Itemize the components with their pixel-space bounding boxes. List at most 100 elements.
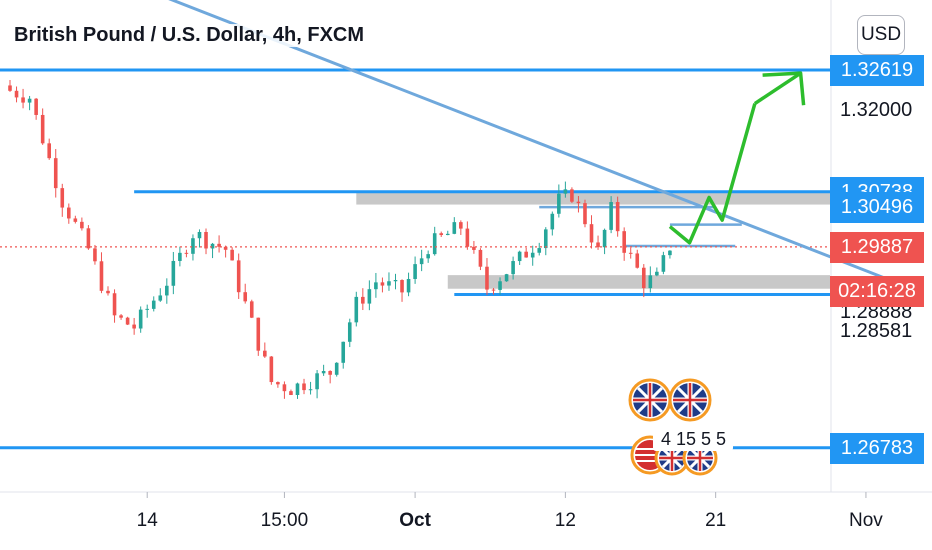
candle-body xyxy=(197,231,202,239)
candle-body xyxy=(112,293,117,316)
chart-title: British Pound / U.S. Dollar, 4h, FXCM xyxy=(12,24,367,47)
candle-body xyxy=(282,384,287,392)
candle-body xyxy=(191,238,195,254)
candle-body xyxy=(67,207,71,219)
candle-body xyxy=(524,251,528,258)
candle-body xyxy=(321,371,326,374)
time-axis-label: Nov xyxy=(849,510,883,531)
candle-body xyxy=(341,341,346,363)
candle-body xyxy=(236,260,241,293)
candle-body xyxy=(328,371,332,375)
candle-body xyxy=(648,275,653,289)
candle-body xyxy=(439,233,444,236)
price-level-label[interactable]: 1.32619 xyxy=(830,54,924,86)
candle-body xyxy=(478,249,483,267)
candle-body xyxy=(158,295,163,301)
candle-body xyxy=(93,248,97,262)
candle-body xyxy=(53,158,58,189)
candle-body xyxy=(655,271,659,276)
currency-button[interactable]: USD xyxy=(857,15,905,55)
candle-body xyxy=(387,281,391,286)
price-level-label[interactable]: 1.26783 xyxy=(830,432,924,464)
candle-body xyxy=(550,213,555,230)
candle-body xyxy=(295,383,300,396)
price-level-label[interactable]: 1.29887 xyxy=(830,231,924,263)
event-count-badge xyxy=(653,425,733,451)
event-count: 15 xyxy=(676,429,696,449)
candle-body xyxy=(347,322,352,342)
candle-body xyxy=(263,350,267,357)
candle-body xyxy=(302,383,306,391)
candle-body xyxy=(374,282,378,290)
bar-countdown-label[interactable]: 02:16:28 xyxy=(830,276,924,308)
price-axis-tick: 1.32000 xyxy=(840,99,913,122)
candle-body xyxy=(661,255,666,272)
candle-body xyxy=(315,373,319,390)
time-ticks xyxy=(146,492,867,498)
candle-body xyxy=(615,202,620,232)
candle-body xyxy=(413,264,417,279)
candle-body xyxy=(230,249,234,261)
candle-body xyxy=(27,98,32,103)
candle-body xyxy=(635,253,640,268)
candle-body xyxy=(393,280,398,282)
candle-body xyxy=(472,246,476,250)
candle-body xyxy=(589,224,594,243)
candle-body xyxy=(628,252,633,254)
time-axis-label: 14 xyxy=(136,510,158,531)
candle-body xyxy=(178,252,182,261)
candle-body xyxy=(583,203,587,225)
candle-body xyxy=(668,250,672,256)
candle-body xyxy=(47,143,51,159)
price-level-label[interactable]: 1.30496 xyxy=(830,192,924,224)
candle-body xyxy=(165,285,169,296)
time-axis-label: Oct xyxy=(399,510,431,531)
candle-body xyxy=(380,282,385,286)
candle-body xyxy=(86,228,91,249)
candle-body xyxy=(269,356,274,383)
event-count: 5 xyxy=(701,429,711,449)
candle-body xyxy=(511,261,515,275)
candle-body xyxy=(171,260,176,286)
candle-body xyxy=(34,98,38,115)
candle-body xyxy=(485,266,489,290)
candle-body xyxy=(432,233,437,255)
candle-body xyxy=(530,252,535,258)
time-axis-label: 12 xyxy=(554,510,576,531)
candle-body xyxy=(119,315,123,318)
candle-body xyxy=(406,278,411,293)
candle-body xyxy=(308,389,313,391)
candle-body xyxy=(210,243,215,249)
candle-body xyxy=(543,229,548,249)
candle-body xyxy=(276,382,280,385)
candle-body xyxy=(609,202,613,230)
candle-body xyxy=(459,222,463,229)
forecast-arrow-shaft xyxy=(753,71,802,106)
candle-body xyxy=(570,189,574,202)
candle-body xyxy=(445,233,450,236)
candle-body xyxy=(602,229,607,248)
candle-body xyxy=(151,300,156,309)
trend-layer xyxy=(168,0,888,280)
candle-body xyxy=(334,362,339,375)
candle-body xyxy=(145,308,150,310)
event-count: 4 xyxy=(661,429,671,449)
candle-body xyxy=(367,289,372,304)
events-layer: 4 15 5 5 xyxy=(628,378,733,476)
time-axis-label: 21 xyxy=(705,510,727,531)
candle-body xyxy=(99,261,104,291)
candle-body xyxy=(60,188,65,208)
candle-body xyxy=(204,231,208,249)
candle-body xyxy=(557,193,561,214)
candle-body xyxy=(80,221,84,229)
candle-body xyxy=(14,90,19,98)
candle-body xyxy=(8,85,12,91)
candles-layer xyxy=(8,80,672,399)
candle-body xyxy=(243,292,248,302)
candle-body xyxy=(491,289,496,291)
candle-body xyxy=(249,301,254,318)
candle-body xyxy=(537,248,542,253)
candle-body xyxy=(40,114,45,144)
candle-body xyxy=(596,242,600,248)
